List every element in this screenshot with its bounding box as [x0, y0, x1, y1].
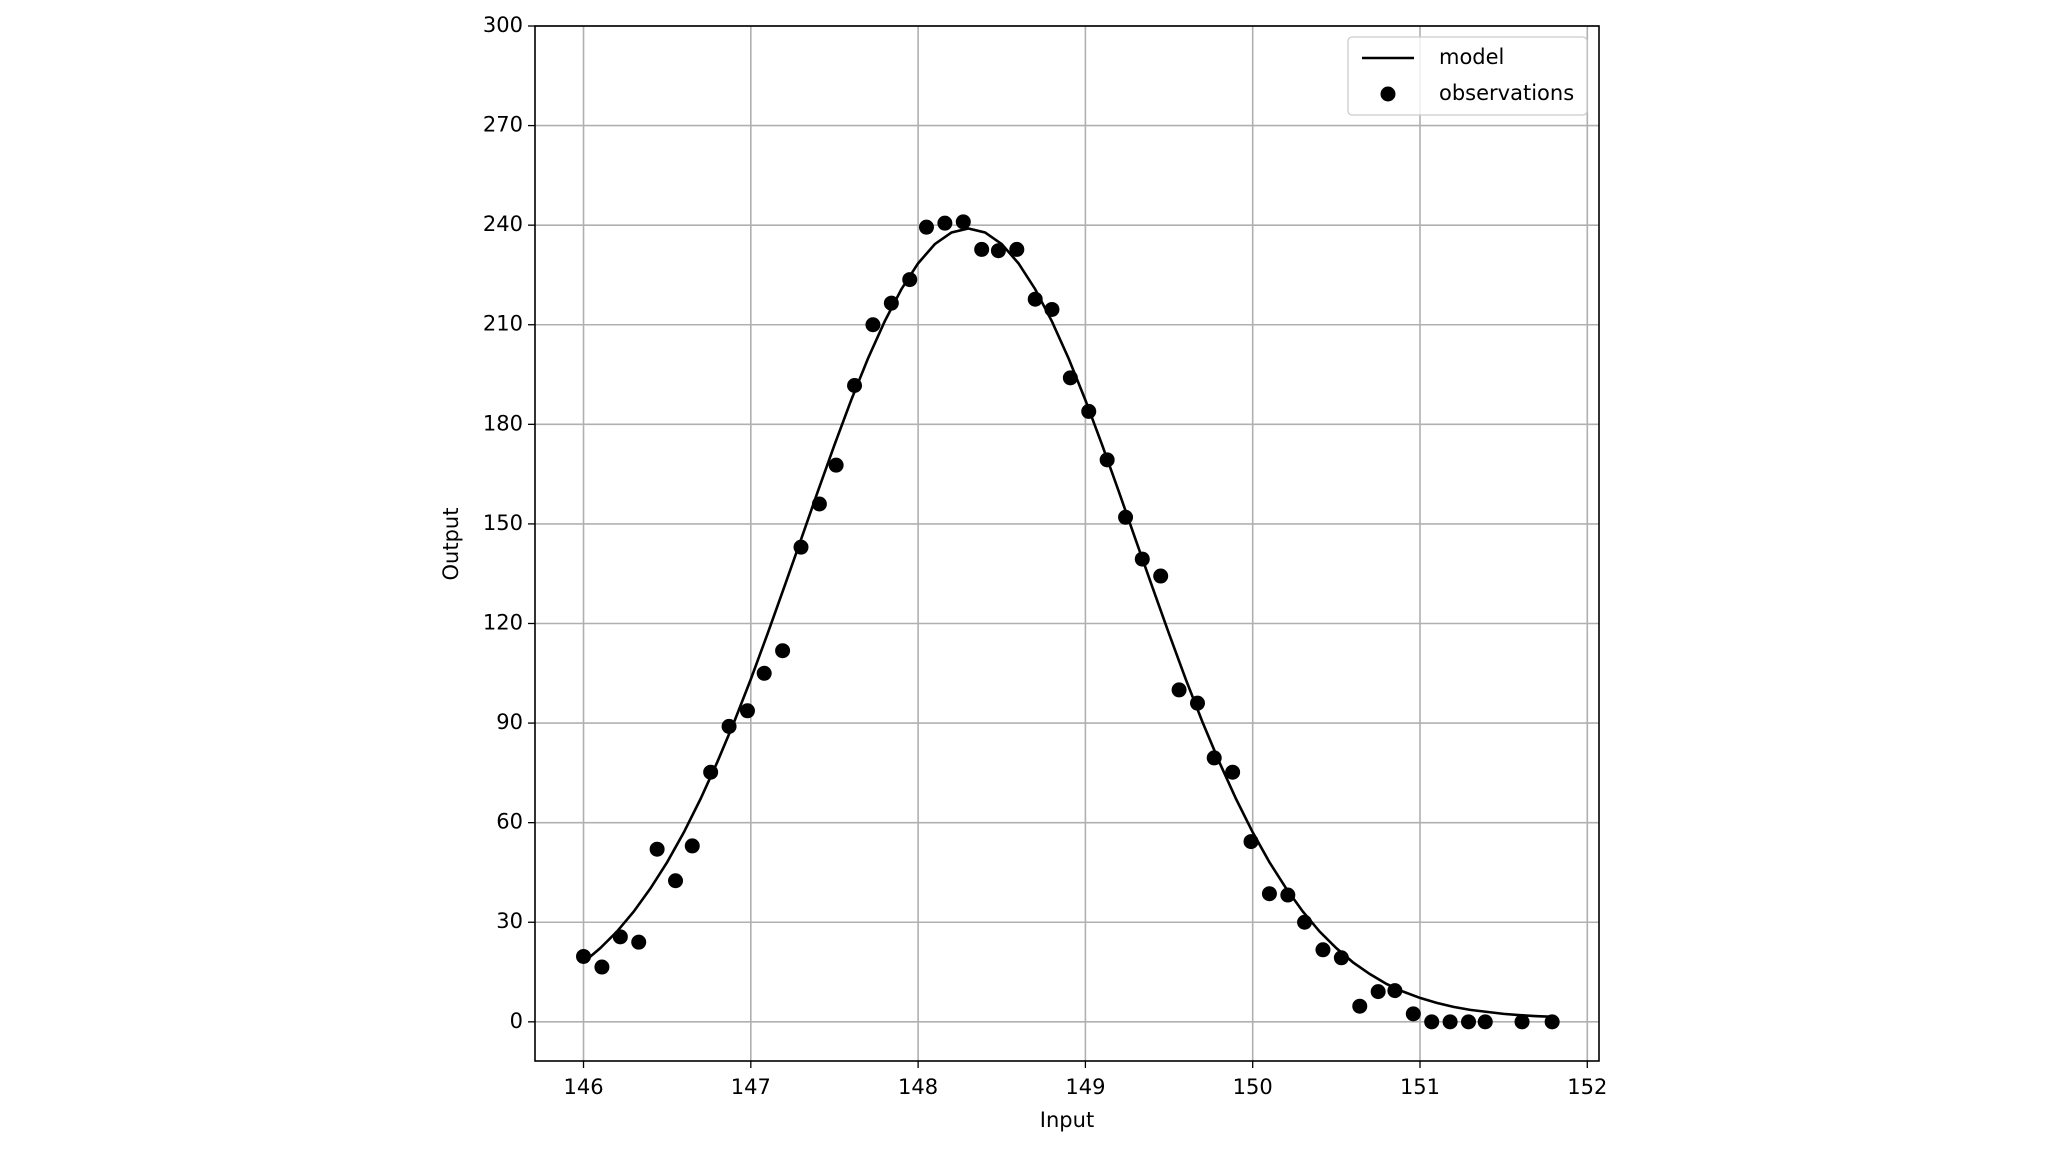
y-tick-label: 180	[483, 411, 523, 435]
observation-point	[1189, 695, 1205, 711]
y-tick-label: 240	[483, 212, 523, 236]
x-tick-label: 146	[563, 1075, 603, 1099]
observation-point	[1206, 750, 1222, 766]
observation-point	[756, 665, 772, 681]
observation-point	[955, 214, 971, 230]
observation-point	[1544, 1014, 1560, 1030]
observation-point	[1243, 834, 1259, 850]
observation-point	[1009, 241, 1025, 257]
x-tick-label: 150	[1233, 1075, 1273, 1099]
observation-point	[1297, 914, 1313, 930]
legend-label: observations	[1439, 81, 1574, 105]
x-tick-label: 152	[1567, 1075, 1607, 1099]
y-tick-label: 120	[483, 610, 523, 634]
x-tick-label: 151	[1400, 1075, 1440, 1099]
observation-point	[775, 643, 791, 659]
observation-point	[1442, 1014, 1458, 1030]
observation-point	[1099, 452, 1115, 468]
observation-point	[721, 718, 737, 734]
x-tick-label: 147	[731, 1075, 771, 1099]
observation-point	[668, 873, 684, 889]
observation-point	[1081, 403, 1097, 419]
x-axis-label: Input	[1040, 1108, 1094, 1132]
observation-point	[1027, 291, 1043, 307]
observation-point	[865, 317, 881, 333]
y-tick-label: 0	[510, 1009, 523, 1033]
y-tick-label: 60	[496, 810, 523, 834]
y-tick-label: 30	[496, 909, 523, 933]
observation-point	[576, 948, 592, 964]
observation-point	[1461, 1014, 1477, 1030]
observation-point	[1333, 950, 1349, 966]
observation-point	[1261, 886, 1277, 902]
legend: model observations	[1347, 36, 1588, 116]
y-tick-label: 210	[483, 312, 523, 336]
observation-point	[918, 219, 934, 235]
y-tick-label: 270	[483, 113, 523, 137]
observation-point	[1405, 1006, 1421, 1022]
observation-point	[1225, 764, 1241, 780]
observation-point	[847, 377, 863, 393]
y-tick-label: 150	[483, 511, 523, 535]
observation-point	[1315, 942, 1331, 958]
observation-point	[883, 295, 899, 311]
observation-point	[1477, 1014, 1493, 1030]
observation-point	[1134, 551, 1150, 567]
observation-point	[937, 215, 953, 231]
x-tick-label: 149	[1065, 1075, 1105, 1099]
y-tick-label: 300	[483, 13, 523, 37]
legend-swatch	[1380, 86, 1396, 102]
observation-point	[811, 496, 827, 512]
observation-point	[902, 272, 918, 288]
observation-point	[594, 959, 610, 975]
observation-point	[1424, 1014, 1440, 1030]
model-line	[582, 227, 1554, 1019]
observation-point	[1118, 509, 1134, 525]
observation-point	[649, 841, 665, 857]
observation-point	[612, 929, 628, 945]
observation-point	[1153, 568, 1169, 584]
observation-point	[1280, 887, 1296, 903]
observation-point	[1044, 301, 1060, 317]
observation-point	[1171, 682, 1187, 698]
y-axis-label: Output	[439, 508, 463, 581]
observation-point	[1514, 1014, 1530, 1030]
y-tick-label: 90	[496, 710, 523, 734]
observation-point	[739, 703, 755, 719]
observation-point	[684, 838, 700, 854]
legend-label: model	[1439, 45, 1504, 69]
observation-point	[793, 539, 809, 555]
observation-point	[974, 241, 990, 257]
observation-point	[1352, 998, 1368, 1014]
plot-frame	[534, 25, 1600, 1062]
observation-point	[1062, 370, 1078, 386]
x-tick-label: 148	[898, 1075, 938, 1099]
observation-point	[828, 457, 844, 473]
observation-point	[1387, 983, 1403, 999]
observation-point	[1370, 984, 1386, 1000]
observation-point	[990, 243, 1006, 259]
grid	[535, 25, 1599, 1061]
observation-point	[703, 764, 719, 780]
legend-box	[1347, 36, 1588, 116]
observation-point	[631, 934, 647, 950]
